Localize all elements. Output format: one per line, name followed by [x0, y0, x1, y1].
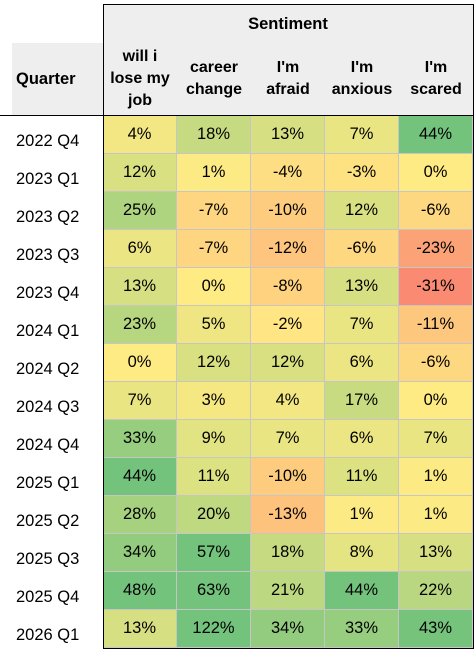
quarter-label: 2026 Q1 — [16, 625, 80, 644]
heatmap-cell: 57% — [177, 534, 251, 572]
column-header: I'm scared — [399, 43, 473, 115]
quarter-label: 2024 Q1 — [16, 321, 80, 340]
heatmap-cell: 12% — [103, 154, 177, 192]
heatmap-cell: -8% — [251, 268, 325, 306]
column-header: I'm anxious — [325, 43, 399, 115]
heatmap-cell: 4% — [103, 116, 177, 154]
heatmap-cell: 1% — [399, 458, 473, 496]
quarter-label: 2023 Q3 — [16, 245, 80, 264]
heatmap-cell: -12% — [251, 230, 325, 268]
heatmap-cell: 13% — [103, 610, 177, 648]
heatmap-cell: 13% — [103, 268, 177, 306]
heatmap-cell: 122% — [177, 610, 251, 648]
heatmap-cell: 12% — [325, 192, 399, 230]
quarter-label: 2023 Q4 — [16, 283, 80, 302]
heatmap-cell: -10% — [251, 458, 325, 496]
heatmap-cell: -7% — [177, 230, 251, 268]
heatmap-cell: 0% — [103, 344, 177, 382]
heatmap-cell: -23% — [399, 230, 473, 268]
quarter-label: 2023 Q1 — [16, 169, 80, 188]
heatmap-cell: 33% — [325, 610, 399, 648]
heatmap-cell: 34% — [103, 534, 177, 572]
heatmap-cell: 6% — [103, 230, 177, 268]
heatmap-cell: 13% — [399, 534, 473, 572]
heatmap-cell: 1% — [325, 496, 399, 534]
heatmap-cell: 3% — [177, 382, 251, 420]
quarter-label: 2025 Q3 — [16, 549, 80, 568]
heatmap-cell: 9% — [177, 420, 251, 458]
column-header: will i lose my job — [103, 43, 177, 115]
heatmap-cell: -6% — [399, 192, 473, 230]
quarter-label: 2024 Q3 — [16, 397, 80, 416]
heatmap-cell: -7% — [177, 192, 251, 230]
column-header: career change — [177, 43, 251, 115]
heatmap-cell: 0% — [399, 154, 473, 192]
heatmap-cell: 7% — [251, 420, 325, 458]
heatmap-cell: 25% — [103, 192, 177, 230]
heatmap-cell: 8% — [325, 534, 399, 572]
quarter-label: 2022 Q4 — [16, 131, 80, 150]
heatmap-cell: -13% — [251, 496, 325, 534]
heatmap-cell: -3% — [325, 154, 399, 192]
heatmap-cell: 13% — [251, 116, 325, 154]
heatmap-cell: 7% — [325, 116, 399, 154]
heatmap-cell: -4% — [251, 154, 325, 192]
heatmap-cell: 12% — [177, 344, 251, 382]
heatmap-cell: -6% — [399, 344, 473, 382]
heatmap-cell: -11% — [399, 306, 473, 344]
heatmap-cell: 23% — [103, 306, 177, 344]
heatmap-cell: 12% — [251, 344, 325, 382]
heatmap-cell: -31% — [399, 268, 473, 306]
quarter-label: 2025 Q4 — [16, 587, 80, 606]
heatmap-cell: 0% — [399, 382, 473, 420]
heatmap-cell: 6% — [325, 344, 399, 382]
heatmap-cell: 18% — [251, 534, 325, 572]
heatmap-cell: -6% — [325, 230, 399, 268]
quarter-label: 2025 Q2 — [16, 511, 80, 530]
heatmap-cell: 1% — [399, 496, 473, 534]
quarter-label: 2023 Q2 — [16, 207, 80, 226]
heatmap-cell: 17% — [325, 382, 399, 420]
heatmap-cell: 5% — [177, 306, 251, 344]
heatmap-cell: 28% — [103, 496, 177, 534]
header-divider — [0, 115, 474, 116]
heatmap-cell: 21% — [251, 572, 325, 610]
heatmap-cell: 44% — [399, 116, 473, 154]
heatmap-cell: 20% — [177, 496, 251, 534]
sentiment-group-header: Sentiment — [103, 5, 473, 43]
heatmap-cell: 7% — [103, 382, 177, 420]
quarter-label: 2024 Q2 — [16, 359, 80, 378]
heatmap-cell: -10% — [251, 192, 325, 230]
heatmap-cell: 13% — [325, 268, 399, 306]
heatmap-cell: 43% — [399, 610, 473, 648]
heatmap-cell: 1% — [177, 154, 251, 192]
heatmap-cell: 0% — [177, 268, 251, 306]
heatmap-cell: 6% — [325, 420, 399, 458]
quarter-label: 2025 Q1 — [16, 473, 80, 492]
heatmap-cell: 4% — [251, 382, 325, 420]
heatmap-cell: 44% — [103, 458, 177, 496]
heatmap-cell: 7% — [325, 306, 399, 344]
heatmap-cell: 11% — [325, 458, 399, 496]
heatmap-cell: 33% — [103, 420, 177, 458]
quarter-header: Quarter — [12, 43, 103, 115]
heatmap-cell: -2% — [251, 306, 325, 344]
heatmap-cell: 63% — [177, 572, 251, 610]
column-header: I'm afraid — [251, 43, 325, 115]
quarter-label: 2024 Q4 — [16, 435, 80, 454]
heatmap-cell: 22% — [399, 572, 473, 610]
heatmap-cell: 48% — [103, 572, 177, 610]
heatmap-cell: 7% — [399, 420, 473, 458]
heatmap-cell: 44% — [325, 572, 399, 610]
heatmap-cell: 11% — [177, 458, 251, 496]
heatmap-cell: 34% — [251, 610, 325, 648]
heatmap-cell: 18% — [177, 116, 251, 154]
